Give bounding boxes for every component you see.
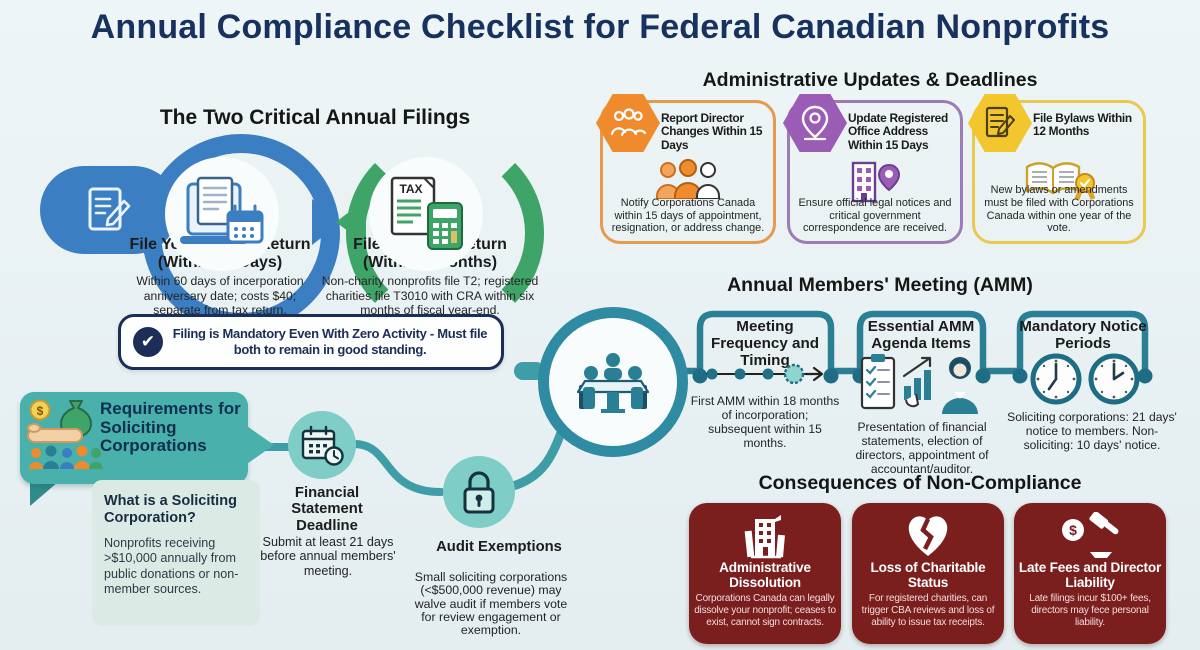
laptop-calendar-icon bbox=[180, 176, 264, 244]
soliciting-heading: Requirements for Soliciting Corporations bbox=[100, 399, 241, 456]
svg-text:$: $ bbox=[1069, 522, 1077, 538]
audit-exemptions-title: Audit Exemptions bbox=[436, 539, 562, 555]
consequences-heading: Consequences of Non-Compliance bbox=[758, 472, 1082, 494]
building-icon bbox=[689, 509, 841, 561]
timeline-icon bbox=[700, 362, 832, 391]
admin-card-title: Report Director Changes Within 15 Days bbox=[661, 111, 763, 152]
admin-card-title: File Bylaws Within 12 Months bbox=[1033, 111, 1132, 139]
book-award-icon bbox=[975, 159, 1143, 203]
svg-text:TAX: TAX bbox=[399, 182, 422, 196]
consequence-card-late-fees: $ Late Fees and Director Liability Late … bbox=[1014, 503, 1166, 644]
financial-deadline-body: Submit at least 21 days before annual me… bbox=[260, 535, 396, 578]
financial-deadline-circle bbox=[288, 411, 356, 479]
amm-col1-title: Meeting Frequency and Timing bbox=[710, 318, 820, 370]
consequence-body: Corporations Canada can legally dissolve… bbox=[694, 593, 836, 628]
check-icon: ✔ bbox=[133, 327, 163, 357]
consequence-title: Late Fees and Director Liability bbox=[1018, 560, 1162, 590]
audit-exemptions-body: Small soliciting corporations (<$500,000… bbox=[414, 570, 568, 638]
admin-heading: Administrative Updates & Deadlines bbox=[702, 69, 1038, 91]
consequence-body: For registered charities, can trigger CB… bbox=[861, 593, 995, 628]
amm-col2-body: Presentation of financial statements, el… bbox=[855, 420, 989, 477]
svg-text:$: $ bbox=[37, 404, 44, 418]
amm-meeting-circle bbox=[538, 307, 688, 457]
calendar-clock-icon bbox=[301, 425, 344, 466]
annual-return-circle bbox=[165, 157, 279, 271]
consequence-title: Administrative Dissolution bbox=[719, 560, 811, 590]
amm-heading: Annual Members' Meeting (AMM) bbox=[727, 274, 1033, 296]
soliciting-question-body: Nonprofits receiving >$10,000 annually f… bbox=[104, 536, 239, 596]
admin-card-body: Notify Corporations Canada within 15 day… bbox=[611, 197, 765, 235]
document-pencil-icon bbox=[88, 187, 131, 231]
mandatory-filing-banner: ✔ Filing is Mandatory Even With Zero Act… bbox=[118, 314, 504, 370]
bylaws-document-icon bbox=[985, 106, 1015, 138]
soliciting-question-title: What is a Soliciting Corporation? bbox=[104, 493, 237, 526]
audit-exemptions-circle bbox=[443, 456, 515, 528]
mandatory-filing-text: Filing is Mandatory Even With Zero Activ… bbox=[172, 325, 488, 357]
amm-col2-title: Essential AMM Agenda Items bbox=[867, 318, 975, 353]
fees-gavel-icon: $ bbox=[1014, 509, 1166, 561]
consequence-card-dissolution: Administrative Dissolution Corporations … bbox=[689, 503, 841, 644]
soliciting-definition-box: What is a Soliciting Corporation? Nonpro… bbox=[92, 480, 260, 626]
annual-return-body: Within 60 days of incerporation annivers… bbox=[136, 274, 304, 318]
amm-col1-body: First AMM within 18 months of incorporat… bbox=[690, 394, 840, 451]
directors-group-icon bbox=[603, 159, 773, 199]
agenda-items-icon bbox=[860, 352, 982, 419]
tax-return-circle: TAX bbox=[369, 157, 483, 271]
people-group-icon bbox=[610, 108, 647, 137]
admin-card-director-changes: Report Director Changes Within 15 Days N… bbox=[596, 94, 776, 244]
consequence-title: Loss of Charitable Status bbox=[870, 560, 986, 590]
financial-deadline-title: Financial Statement Deadline bbox=[291, 485, 363, 534]
tax-calculator-icon: TAX bbox=[390, 176, 463, 250]
broken-heart-icon bbox=[852, 509, 1004, 561]
filings-heading: The Two Critical Annual Filings bbox=[159, 106, 471, 129]
admin-card-body: Ensure official legal notices and critic… bbox=[798, 197, 952, 235]
consequence-card-charitable-status: Loss of Charitable Status For registered… bbox=[852, 503, 1004, 644]
clocks-icon bbox=[1030, 352, 1140, 411]
padlock-icon bbox=[463, 471, 495, 514]
donations-icon: $ bbox=[26, 397, 104, 486]
consequence-body: Late filings incur $100+ fees, directors… bbox=[1029, 593, 1151, 628]
admin-card-body: New bylaws or amendments must be filed w… bbox=[984, 184, 1134, 235]
tax-return-body: Non-charity nonprofits file T2; register… bbox=[321, 274, 539, 318]
building-pin-icon bbox=[790, 159, 960, 203]
meeting-table-icon bbox=[576, 353, 650, 413]
admin-card-bylaws: File Bylaws Within 12 Months New bylaws … bbox=[968, 94, 1146, 244]
admin-card-office-address: Update Registered Office Address Within … bbox=[783, 94, 963, 244]
amm-col3-body: Soliciting corporations: 21 days' notice… bbox=[1007, 410, 1177, 453]
page-title: Annual Compliance Checklist for Federal … bbox=[90, 8, 1110, 46]
admin-card-title: Update Registered Office Address Within … bbox=[848, 111, 948, 152]
amm-col3-title: Mandatory Notice Periods bbox=[1019, 318, 1147, 353]
location-pin-icon bbox=[801, 105, 829, 141]
